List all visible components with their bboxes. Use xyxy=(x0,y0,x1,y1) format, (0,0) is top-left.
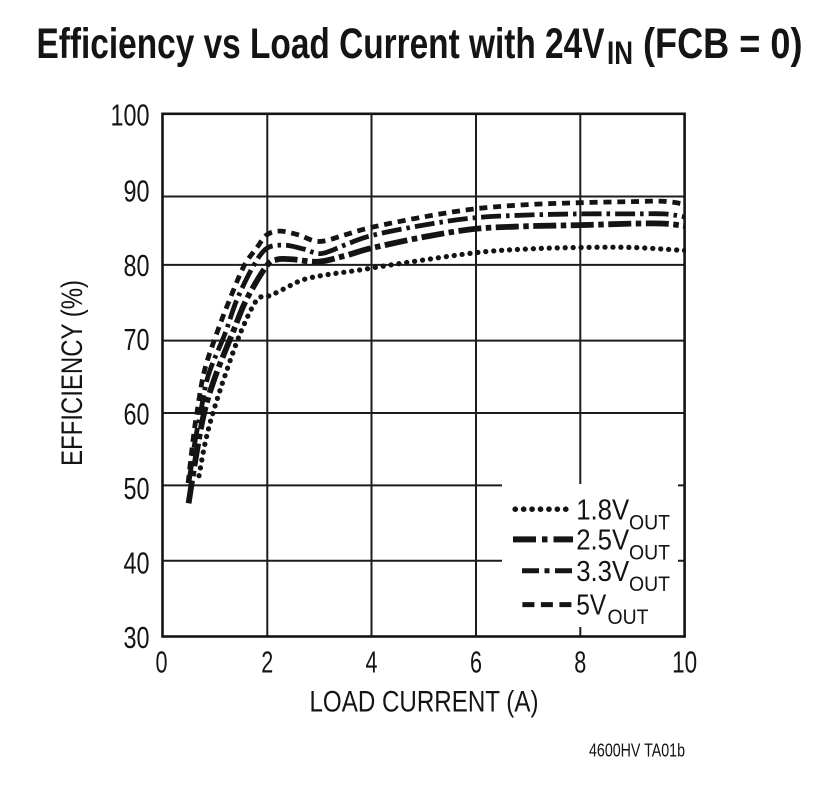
svg-text:50: 50 xyxy=(124,471,150,506)
svg-text:60: 60 xyxy=(124,397,150,432)
svg-text:3.3V: 3.3V xyxy=(576,556,630,588)
svg-text:30: 30 xyxy=(124,620,150,655)
svg-text:1.8V: 1.8V xyxy=(576,495,630,527)
svg-text:5V: 5V xyxy=(576,590,607,622)
svg-text:4: 4 xyxy=(366,644,378,679)
svg-text:10: 10 xyxy=(672,644,697,679)
svg-text:2: 2 xyxy=(261,644,273,679)
svg-text:IN: IN xyxy=(607,35,633,71)
svg-text:4600HV TA01b: 4600HV TA01b xyxy=(589,740,685,760)
svg-text:Efficiency vs Load Current wit: Efficiency vs Load Current with 24V xyxy=(37,20,605,68)
svg-text:EFFICIENCY (%): EFFICIENCY (%) xyxy=(56,280,89,466)
svg-text:OUT: OUT xyxy=(629,542,670,565)
svg-text:8: 8 xyxy=(574,644,586,679)
svg-text:OUT: OUT xyxy=(629,573,670,596)
svg-text:40: 40 xyxy=(124,546,150,581)
svg-text:0: 0 xyxy=(156,644,168,679)
svg-text:2.5V: 2.5V xyxy=(576,525,630,557)
svg-text:OUT: OUT xyxy=(629,511,670,534)
svg-text:(FCB = 0): (FCB = 0) xyxy=(643,20,803,68)
svg-text:80: 80 xyxy=(124,248,150,283)
svg-text:OUT: OUT xyxy=(608,606,649,629)
svg-text:LOAD CURRENT (A): LOAD CURRENT (A) xyxy=(310,686,539,719)
svg-text:70: 70 xyxy=(124,322,150,357)
svg-text:100: 100 xyxy=(111,98,150,133)
svg-text:6: 6 xyxy=(470,644,482,679)
svg-text:90: 90 xyxy=(124,173,150,208)
